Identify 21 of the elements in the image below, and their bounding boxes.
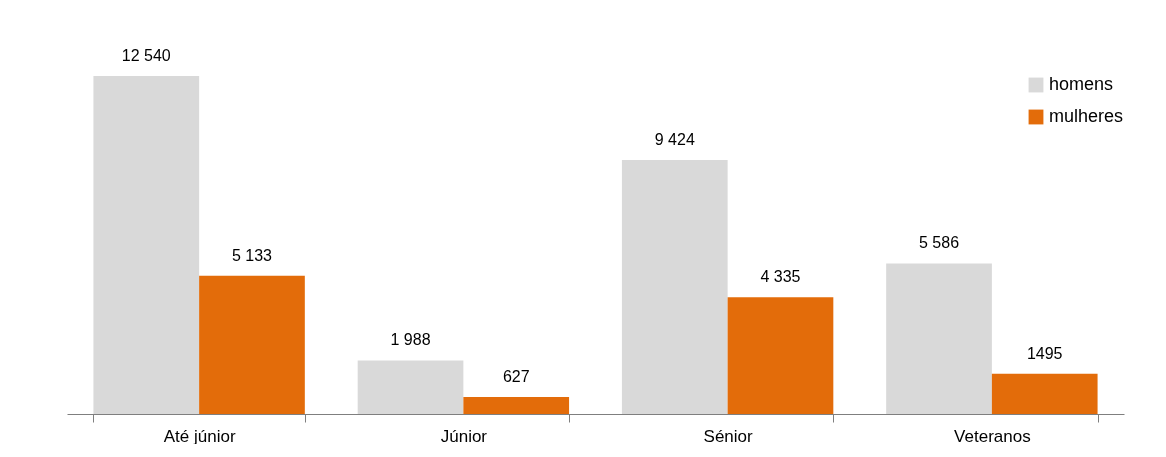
bar [991, 373, 1098, 414]
legend-label: mulheres [1049, 106, 1124, 126]
bar [199, 275, 305, 414]
data-label: 5 133 [231, 246, 273, 264]
data-label: 5 586 [919, 234, 960, 252]
data-label: 9 424 [654, 130, 695, 148]
bar [93, 76, 200, 414]
legend-label: homens [1049, 74, 1114, 94]
data-label: 627 [502, 368, 530, 386]
data-label: 4 335 [760, 268, 801, 286]
bar [886, 263, 992, 414]
x-tick-label: Sénior [703, 426, 754, 446]
data-label: 12 540 [121, 47, 171, 64]
x-tick-label: Veteranos [954, 426, 1031, 446]
bar [727, 297, 834, 414]
bar [621, 159, 728, 414]
bar [357, 360, 464, 414]
x-tick-label: Júnior [440, 426, 488, 446]
data-label: 1495 [1026, 344, 1063, 362]
bar [463, 397, 570, 414]
data-label: 1 988 [390, 331, 431, 349]
